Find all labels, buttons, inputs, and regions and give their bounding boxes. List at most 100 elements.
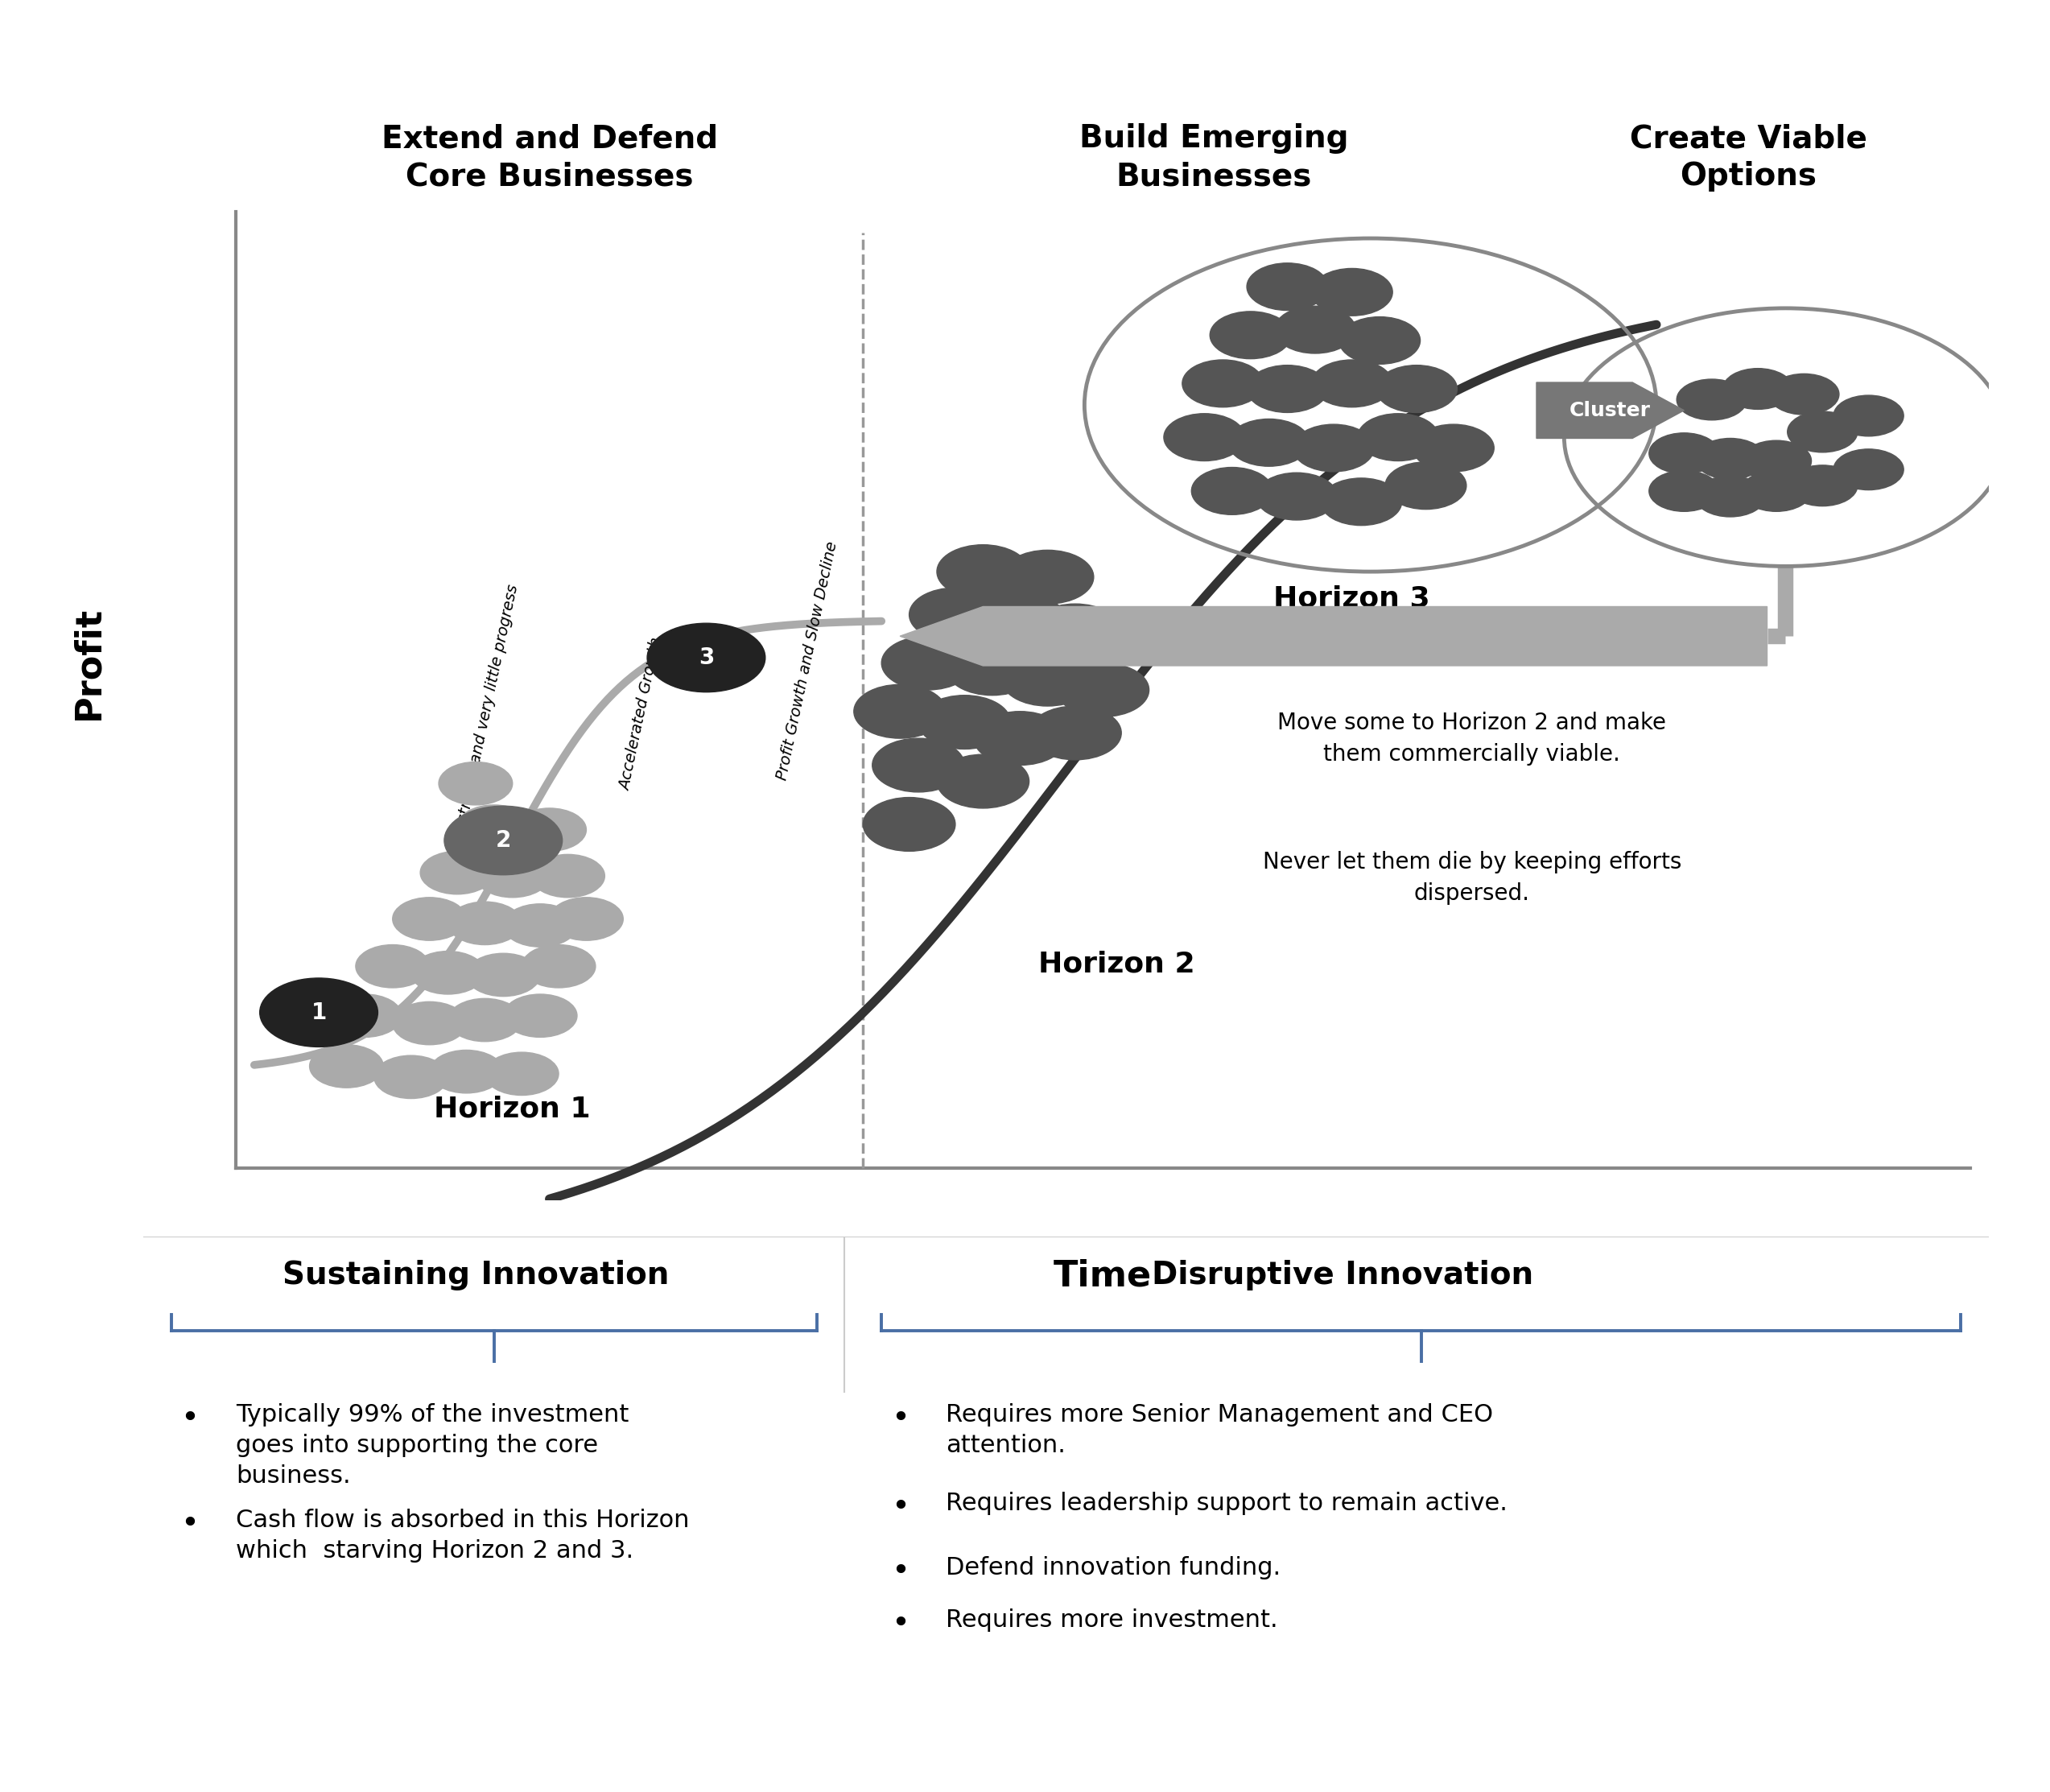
Circle shape [375,1055,449,1098]
Text: •: • [890,1403,910,1434]
Circle shape [1246,366,1328,412]
Circle shape [947,642,1037,695]
Circle shape [974,711,1066,765]
Circle shape [1275,306,1355,353]
Text: Requires more Senior Management and CEO
attention.: Requires more Senior Management and CEO … [945,1403,1494,1457]
Circle shape [1183,360,1263,407]
Circle shape [523,944,597,987]
Circle shape [648,624,765,692]
Text: •: • [890,1609,910,1640]
Circle shape [439,762,512,805]
Circle shape [1210,312,1292,358]
Circle shape [853,685,947,738]
Circle shape [1191,468,1273,514]
Circle shape [863,797,955,851]
Circle shape [1058,663,1148,717]
Circle shape [420,851,494,894]
Text: Horizon 3: Horizon 3 [1273,584,1431,613]
Text: Requires more investment.: Requires more investment. [945,1609,1279,1633]
Circle shape [449,901,523,944]
Circle shape [937,754,1029,808]
Text: Profit Growth and Slow Decline: Profit Growth and Slow Decline [775,539,840,781]
Circle shape [1722,369,1794,409]
Circle shape [449,998,523,1041]
Circle shape [937,545,1029,599]
Circle shape [531,855,605,898]
Text: Extend and Defend
Core Businesses: Extend and Defend Core Businesses [381,124,718,192]
Text: •: • [890,1555,910,1586]
Circle shape [1788,412,1857,452]
Text: Defend innovation funding.: Defend innovation funding. [945,1555,1281,1579]
Text: Profit: Profit [72,606,105,720]
Circle shape [1677,380,1747,419]
Circle shape [504,995,578,1038]
Circle shape [394,898,467,941]
Circle shape [1648,434,1720,473]
Circle shape [1648,471,1720,511]
Circle shape [918,695,1011,749]
Circle shape [873,738,963,792]
Circle shape [394,1002,467,1045]
Circle shape [1228,419,1310,466]
Text: Horizon 2: Horizon 2 [1037,950,1195,978]
Circle shape [430,1050,504,1093]
Circle shape [1769,375,1839,414]
Circle shape [1320,478,1402,525]
Circle shape [974,593,1066,647]
Text: Never let them die by keeping efforts
dispersed.: Never let them die by keeping efforts di… [1263,851,1681,905]
Circle shape [1029,706,1121,760]
FancyArrow shape [1538,382,1685,439]
Text: Disruptive Innovation: Disruptive Innovation [1152,1260,1533,1290]
Text: Accelerated Growth: Accelerated Growth [617,636,666,792]
Circle shape [1740,441,1812,482]
Circle shape [1164,414,1244,461]
Circle shape [1257,473,1337,520]
Text: Move some to Horizon 2 and make
them commercially viable.: Move some to Horizon 2 and make them com… [1277,711,1667,765]
Circle shape [882,636,974,690]
Circle shape [1695,439,1765,478]
Text: Cluster: Cluster [1570,401,1650,419]
Circle shape [357,944,430,987]
Circle shape [1788,466,1857,505]
Circle shape [1000,550,1095,604]
Text: 1: 1 [312,1002,326,1023]
Circle shape [1695,477,1765,516]
Circle shape [1833,396,1904,435]
Circle shape [1376,366,1458,412]
Text: Horizon 1: Horizon 1 [435,1095,590,1124]
Circle shape [1339,317,1421,364]
Circle shape [476,855,549,898]
Circle shape [1357,414,1439,461]
Text: Typically 99% of the investment
goes into supporting the core
business.: Typically 99% of the investment goes int… [236,1403,629,1487]
Circle shape [1246,263,1328,310]
Text: Time: Time [1054,1258,1152,1294]
Circle shape [1312,360,1392,407]
Circle shape [1833,450,1904,489]
Circle shape [1294,425,1374,471]
Text: 2: 2 [496,830,510,851]
Text: Build Emerging
Businesses: Build Emerging Businesses [1078,124,1349,192]
Text: •: • [180,1403,199,1434]
Text: 3: 3 [699,647,713,668]
Circle shape [1312,269,1392,315]
Circle shape [1740,471,1812,511]
Circle shape [467,953,541,996]
Text: •: • [180,1509,199,1539]
Circle shape [260,978,377,1047]
Circle shape [486,1052,558,1095]
Circle shape [549,898,623,941]
Text: Create Viable
Options: Create Viable Options [1630,124,1868,192]
Text: •: • [890,1493,910,1523]
Circle shape [1029,604,1121,658]
Circle shape [1386,462,1466,509]
Circle shape [512,808,586,851]
Text: Sustaining Innovation: Sustaining Innovation [283,1260,668,1290]
Circle shape [445,806,562,874]
Circle shape [504,903,578,946]
Circle shape [310,1045,383,1088]
Circle shape [412,952,486,995]
Circle shape [457,805,531,848]
Text: Investment and very little progress: Investment and very little progress [449,582,521,857]
Circle shape [1000,652,1095,706]
Text: Requires leadership support to remain active.: Requires leadership support to remain ac… [945,1493,1507,1516]
